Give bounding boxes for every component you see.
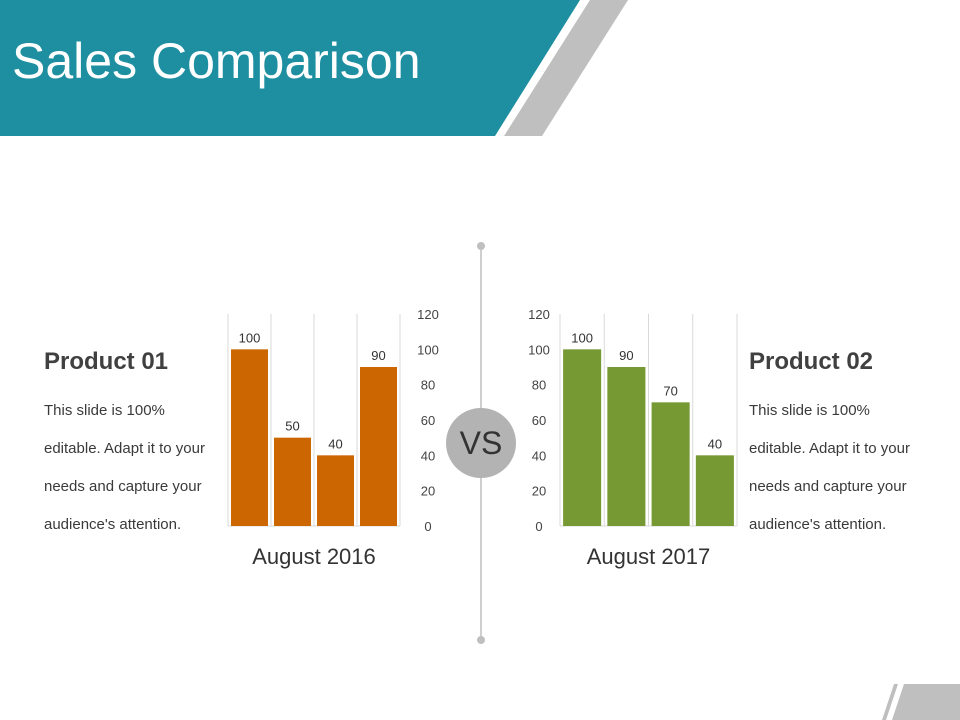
product-01-line-1: This slide is 100% — [44, 402, 165, 419]
divider-dot-bottom — [477, 636, 485, 644]
corner-block — [892, 684, 960, 720]
chart-0-data-label-2: 40 — [328, 436, 342, 451]
chart-0-category-label: August 2016 — [252, 544, 376, 569]
chart-august-2017: 100 90 70 40 0 20 40 60 80 100 120 August 2017 — [528, 307, 738, 569]
chart-1-data-label-3: 40 — [708, 436, 722, 451]
chart-1-y-tick-2: 40 — [532, 448, 546, 463]
chart-0-bar-1 — [274, 437, 311, 526]
chart-1-y-tick-0: 0 — [535, 519, 542, 534]
divider-dot-top — [477, 242, 485, 250]
chart-0-bar-2 — [317, 455, 354, 526]
chart-1-data-label-1: 90 — [619, 348, 633, 363]
product-02-block: Product 02 This slide is 100% editable. … — [749, 348, 949, 544]
product-01-line-4: audience's attention. — [44, 516, 182, 533]
chart-1-data-label-0: 100 — [571, 330, 593, 345]
chart-0-y-tick-1: 20 — [421, 484, 435, 499]
corner-decoration — [882, 684, 960, 720]
title-band-stripe — [504, 0, 628, 136]
chart-0-y-tick-5: 100 — [417, 342, 439, 357]
chart-0-y-tick-4: 80 — [421, 378, 435, 393]
product-01-line-3: needs and capture your — [44, 478, 202, 495]
product-02-title: Product 02 — [749, 348, 874, 375]
chart-1-category-label: August 2017 — [587, 544, 711, 569]
chart-1-bar-0 — [563, 349, 602, 526]
chart-1-y-tick-4: 80 — [532, 378, 546, 393]
chart-0-bar-3 — [360, 367, 397, 526]
chart-1-bar-1 — [607, 367, 646, 526]
chart-0-y-tick-6: 120 — [417, 307, 439, 322]
product-02-line-3: needs and capture your — [749, 478, 907, 495]
chart-1-data-label-2: 70 — [663, 383, 677, 398]
chart-0-bar-0 — [231, 349, 268, 526]
chart-1-bar-2 — [651, 402, 690, 526]
product-02-line-2: editable. Adapt it to your — [749, 440, 910, 457]
chart-1-y-tick-6: 120 — [528, 307, 550, 322]
chart-0-y-tick-2: 40 — [421, 448, 435, 463]
chart-0-y-tick-3: 60 — [421, 413, 435, 428]
page-title: Sales Comparison — [12, 33, 421, 89]
product-02-line-1: This slide is 100% — [749, 402, 870, 419]
product-02-line-4: audience's attention. — [749, 516, 887, 533]
chart-0-data-label-1: 50 — [285, 419, 299, 434]
product-01-line-2: editable. Adapt it to your — [44, 440, 205, 457]
vs-badge: VS — [446, 408, 516, 478]
product-01-block: Product 01 This slide is 100% editable. … — [44, 348, 244, 544]
chart-1-y-tick-3: 60 — [532, 413, 546, 428]
title-banner — [0, 0, 628, 136]
corner-stripe — [882, 684, 898, 720]
chart-1-y-tick-1: 20 — [532, 484, 546, 499]
product-01-title: Product 01 — [44, 348, 169, 375]
chart-0-data-label-0: 100 — [239, 330, 261, 345]
chart-1-y-tick-5: 100 — [528, 342, 550, 357]
title-band-shape — [0, 0, 580, 136]
chart-august-2016: 100 50 40 90 0 20 40 60 80 100 120 August 2016 — [227, 307, 439, 569]
chart-0-y-tick-0: 0 — [424, 519, 431, 534]
chart-1-bar-3 — [695, 455, 734, 526]
chart-0-data-label-3: 90 — [371, 348, 385, 363]
